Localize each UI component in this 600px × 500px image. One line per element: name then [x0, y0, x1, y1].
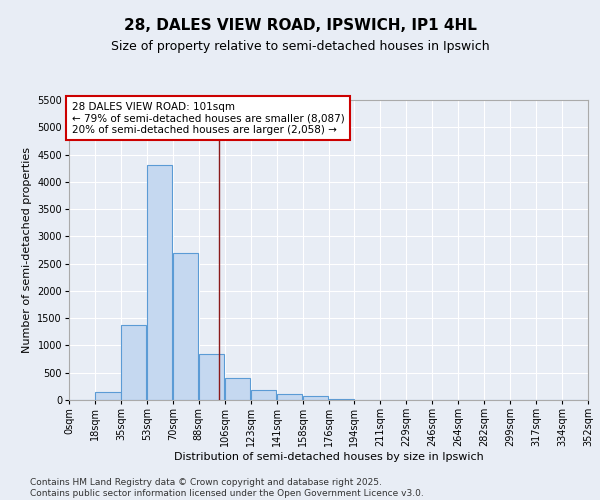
Bar: [95, 392, 121, 400]
Bar: [121, 324, 146, 400]
Bar: [199, 354, 224, 400]
Text: 28 DALES VIEW ROAD: 101sqm
← 79% of semi-detached houses are smaller (8,087)
20%: 28 DALES VIEW ROAD: 101sqm ← 79% of semi…: [71, 102, 344, 134]
Y-axis label: Number of semi-detached properties: Number of semi-detached properties: [22, 147, 32, 353]
Bar: [277, 394, 302, 400]
Bar: [303, 396, 328, 400]
Text: 28, DALES VIEW ROAD, IPSWICH, IP1 4HL: 28, DALES VIEW ROAD, IPSWICH, IP1 4HL: [124, 18, 476, 32]
X-axis label: Distribution of semi-detached houses by size in Ipswich: Distribution of semi-detached houses by …: [173, 452, 484, 462]
Bar: [251, 390, 276, 400]
Bar: [329, 399, 354, 400]
Text: Size of property relative to semi-detached houses in Ipswich: Size of property relative to semi-detach…: [110, 40, 490, 53]
Bar: [147, 166, 172, 400]
Text: Contains HM Land Registry data © Crown copyright and database right 2025.
Contai: Contains HM Land Registry data © Crown c…: [30, 478, 424, 498]
Bar: [225, 378, 250, 400]
Bar: [173, 252, 199, 400]
